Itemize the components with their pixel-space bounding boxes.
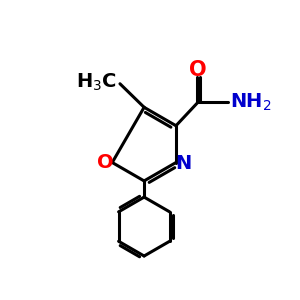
- Text: NH$_2$: NH$_2$: [230, 92, 272, 113]
- Text: H$_3$C: H$_3$C: [76, 72, 117, 93]
- Text: O: O: [97, 153, 113, 172]
- Text: O: O: [189, 60, 207, 80]
- Text: N: N: [175, 154, 191, 173]
